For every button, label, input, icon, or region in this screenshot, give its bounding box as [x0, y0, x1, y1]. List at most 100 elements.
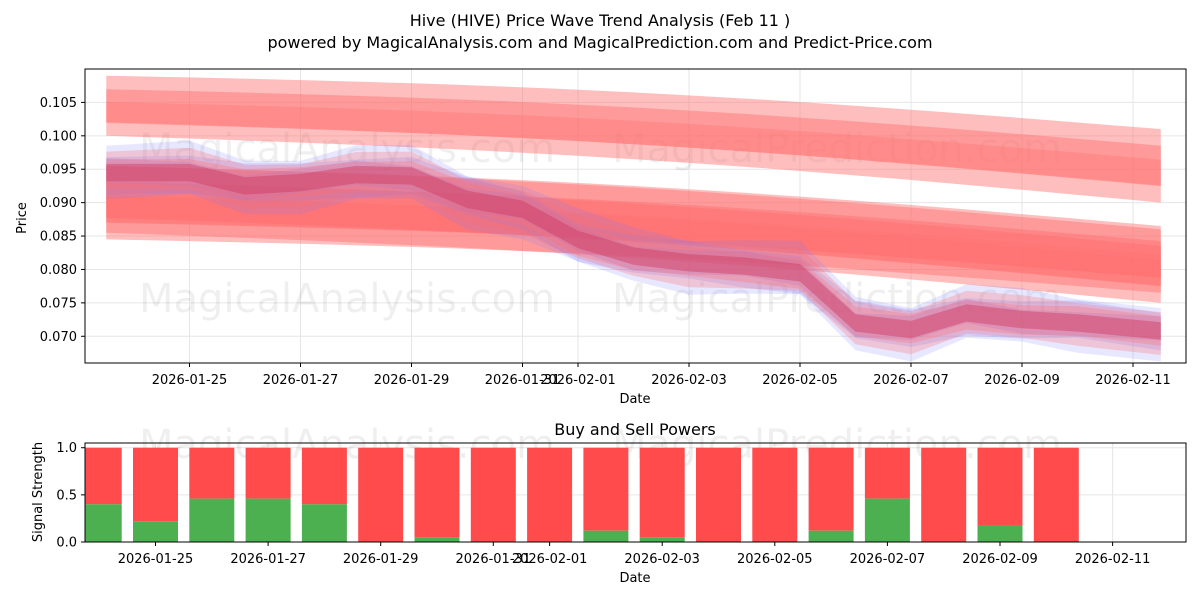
signal-x-tick-label: 2026-02-03	[624, 552, 700, 567]
sell-power-bar	[583, 447, 629, 531]
sell-power-bar	[977, 447, 1023, 526]
sell-power-bar	[752, 447, 798, 542]
price-watermarks: MagicalAnalysis.com MagicalPrediction.co…	[139, 126, 1062, 322]
price-y-axis-label: Price	[15, 202, 30, 234]
chart-subtitle: powered by MagicalAnalysis.com and Magic…	[267, 33, 932, 52]
signal-y-ticks: 0.0 0.5 1.0	[56, 441, 85, 551]
buy-power-bar	[639, 537, 685, 542]
signal-y-tick-label: 1.0	[56, 441, 77, 456]
forecast-band-strip	[106, 182, 1161, 278]
buy-power-bar	[85, 504, 122, 542]
buy-power-bar	[864, 498, 910, 542]
signal-x-tick-label: 2026-02-05	[737, 552, 813, 567]
sell-power-bar	[808, 447, 854, 531]
forecast-band-strip	[106, 89, 1161, 187]
signal-y-axis-label: Signal Strength	[31, 442, 46, 542]
price-x-tick-label: 2026-02-09	[984, 373, 1060, 388]
price-y-ticks: 0.070 0.075 0.080 0.085 0.090 0.095 0.100 0.105	[40, 96, 85, 345]
sell-power-bar	[85, 447, 122, 505]
forecast-band-strip	[106, 75, 1161, 203]
signal-x-tick-label: 2026-02-11	[1075, 552, 1151, 567]
price-x-axis-label: Date	[619, 392, 650, 407]
forecast-band-strip	[106, 180, 1161, 287]
signal-panel-title: Buy and Sell Powers	[554, 420, 716, 439]
price-wave-ribbon	[106, 155, 1161, 351]
forecast-bands	[106, 75, 1161, 303]
price-axes-frame	[84, 68, 1187, 364]
price-x-tick-label: 2026-01-25	[152, 373, 228, 388]
buy-power-bar	[977, 525, 1023, 542]
price-wave-ribbon	[106, 159, 1161, 346]
signal-x-tick-label: 2026-01-25	[118, 552, 194, 567]
sell-power-bar	[358, 447, 404, 542]
signal-x-tick-label: 2026-02-09	[962, 552, 1038, 567]
price-wave-ribbon	[106, 163, 1161, 340]
signal-x-tick-label: 2026-02-07	[850, 552, 926, 567]
buy-power-bar	[301, 504, 347, 542]
price-y-tick-label: 0.085	[40, 230, 77, 245]
price-y-tick-label: 0.095	[40, 163, 77, 178]
signal-x-tick-label: 2026-01-31	[456, 552, 532, 567]
watermark-analysis: MagicalAnalysis.com	[139, 126, 555, 172]
signal-x-axis-label: Date	[619, 571, 650, 586]
signal-x-tick-label: 2026-01-29	[343, 552, 419, 567]
price-wave-ribbon	[106, 158, 1161, 341]
signal-x-tick-label: 2026-02-01	[512, 552, 588, 567]
buy-power-bar	[245, 498, 291, 542]
price-y-tick-label: 0.105	[40, 96, 77, 111]
watermark-analysis: MagicalAnalysis.com	[139, 276, 555, 322]
sell-power-bar	[189, 447, 235, 499]
price-y-tick-label: 0.100	[40, 129, 77, 144]
forecast-band-strip	[106, 194, 1161, 286]
sell-power-bar	[301, 447, 347, 505]
price-x-ticks: 2026-01-25 2026-01-27 2026-01-29 2026-01-31…	[152, 363, 1171, 388]
sell-power-bar	[527, 447, 573, 542]
price-gridlines	[85, 69, 1186, 363]
signal-panel: Buy and Sell Powers MagicalAnalysis.com …	[31, 420, 1187, 586]
price-y-tick-label: 0.080	[40, 263, 77, 278]
signal-y-tick-label: 0.5	[56, 488, 77, 503]
price-y-tick-label: 0.090	[40, 196, 77, 211]
sell-power-bar	[133, 447, 178, 522]
price-x-tick-label: 2026-02-05	[762, 373, 838, 388]
buy-power-bar	[189, 498, 235, 542]
chart-title: Hive (HIVE) Price Wave Trend Analysis (F…	[410, 11, 791, 30]
forecast-band-strip	[106, 165, 1161, 303]
price-x-tick-label: 2026-01-29	[374, 373, 450, 388]
buy-power-bar	[133, 521, 178, 542]
signal-x-tick-label: 2026-01-27	[230, 552, 306, 567]
forecast-band-strip	[106, 101, 1161, 186]
signal-x-ticks: 2026-01-25 2026-01-27 2026-01-29 2026-01-31…	[118, 542, 1151, 567]
sell-power-bar	[696, 447, 741, 542]
price-x-tick-label: 2026-01-27	[263, 373, 339, 388]
buy-power-bar	[583, 530, 629, 542]
watermark-prediction: MagicalPrediction.com	[612, 126, 1062, 172]
sell-power-bar	[1033, 447, 1079, 542]
sell-power-bar	[921, 447, 967, 542]
forecast-band-strip	[106, 196, 1161, 278]
price-x-tick-label: 2026-02-11	[1095, 373, 1171, 388]
price-x-tick-label: 2026-02-01	[540, 373, 616, 388]
watermark-prediction: MagicalPrediction.com	[612, 276, 1062, 322]
sell-power-bar	[639, 447, 685, 538]
price-y-tick-label: 0.070	[40, 330, 77, 345]
price-x-tick-label: 2026-02-07	[873, 373, 949, 388]
sell-power-bar	[470, 447, 516, 542]
price-panel: MagicalAnalysis.com MagicalPrediction.co…	[15, 68, 1187, 407]
signal-y-tick-label: 0.0	[56, 536, 77, 551]
sell-power-bar	[864, 447, 910, 499]
price-x-tick-label: 2026-02-03	[651, 373, 727, 388]
sell-power-bar	[245, 447, 291, 499]
price-wave-ribbon	[106, 147, 1161, 355]
price-wave	[106, 140, 1161, 362]
forecast-band-strip	[106, 165, 1161, 293]
buy-sell-bars	[85, 447, 1079, 542]
buy-power-bar	[414, 537, 460, 542]
signal-axes-frame	[84, 442, 1187, 543]
sell-power-bar	[414, 447, 460, 538]
price-wave-ribbon	[106, 140, 1161, 362]
buy-power-bar	[808, 530, 854, 542]
price-y-tick-label: 0.075	[40, 296, 77, 311]
price-x-tick-label: 2026-01-31	[485, 373, 561, 388]
